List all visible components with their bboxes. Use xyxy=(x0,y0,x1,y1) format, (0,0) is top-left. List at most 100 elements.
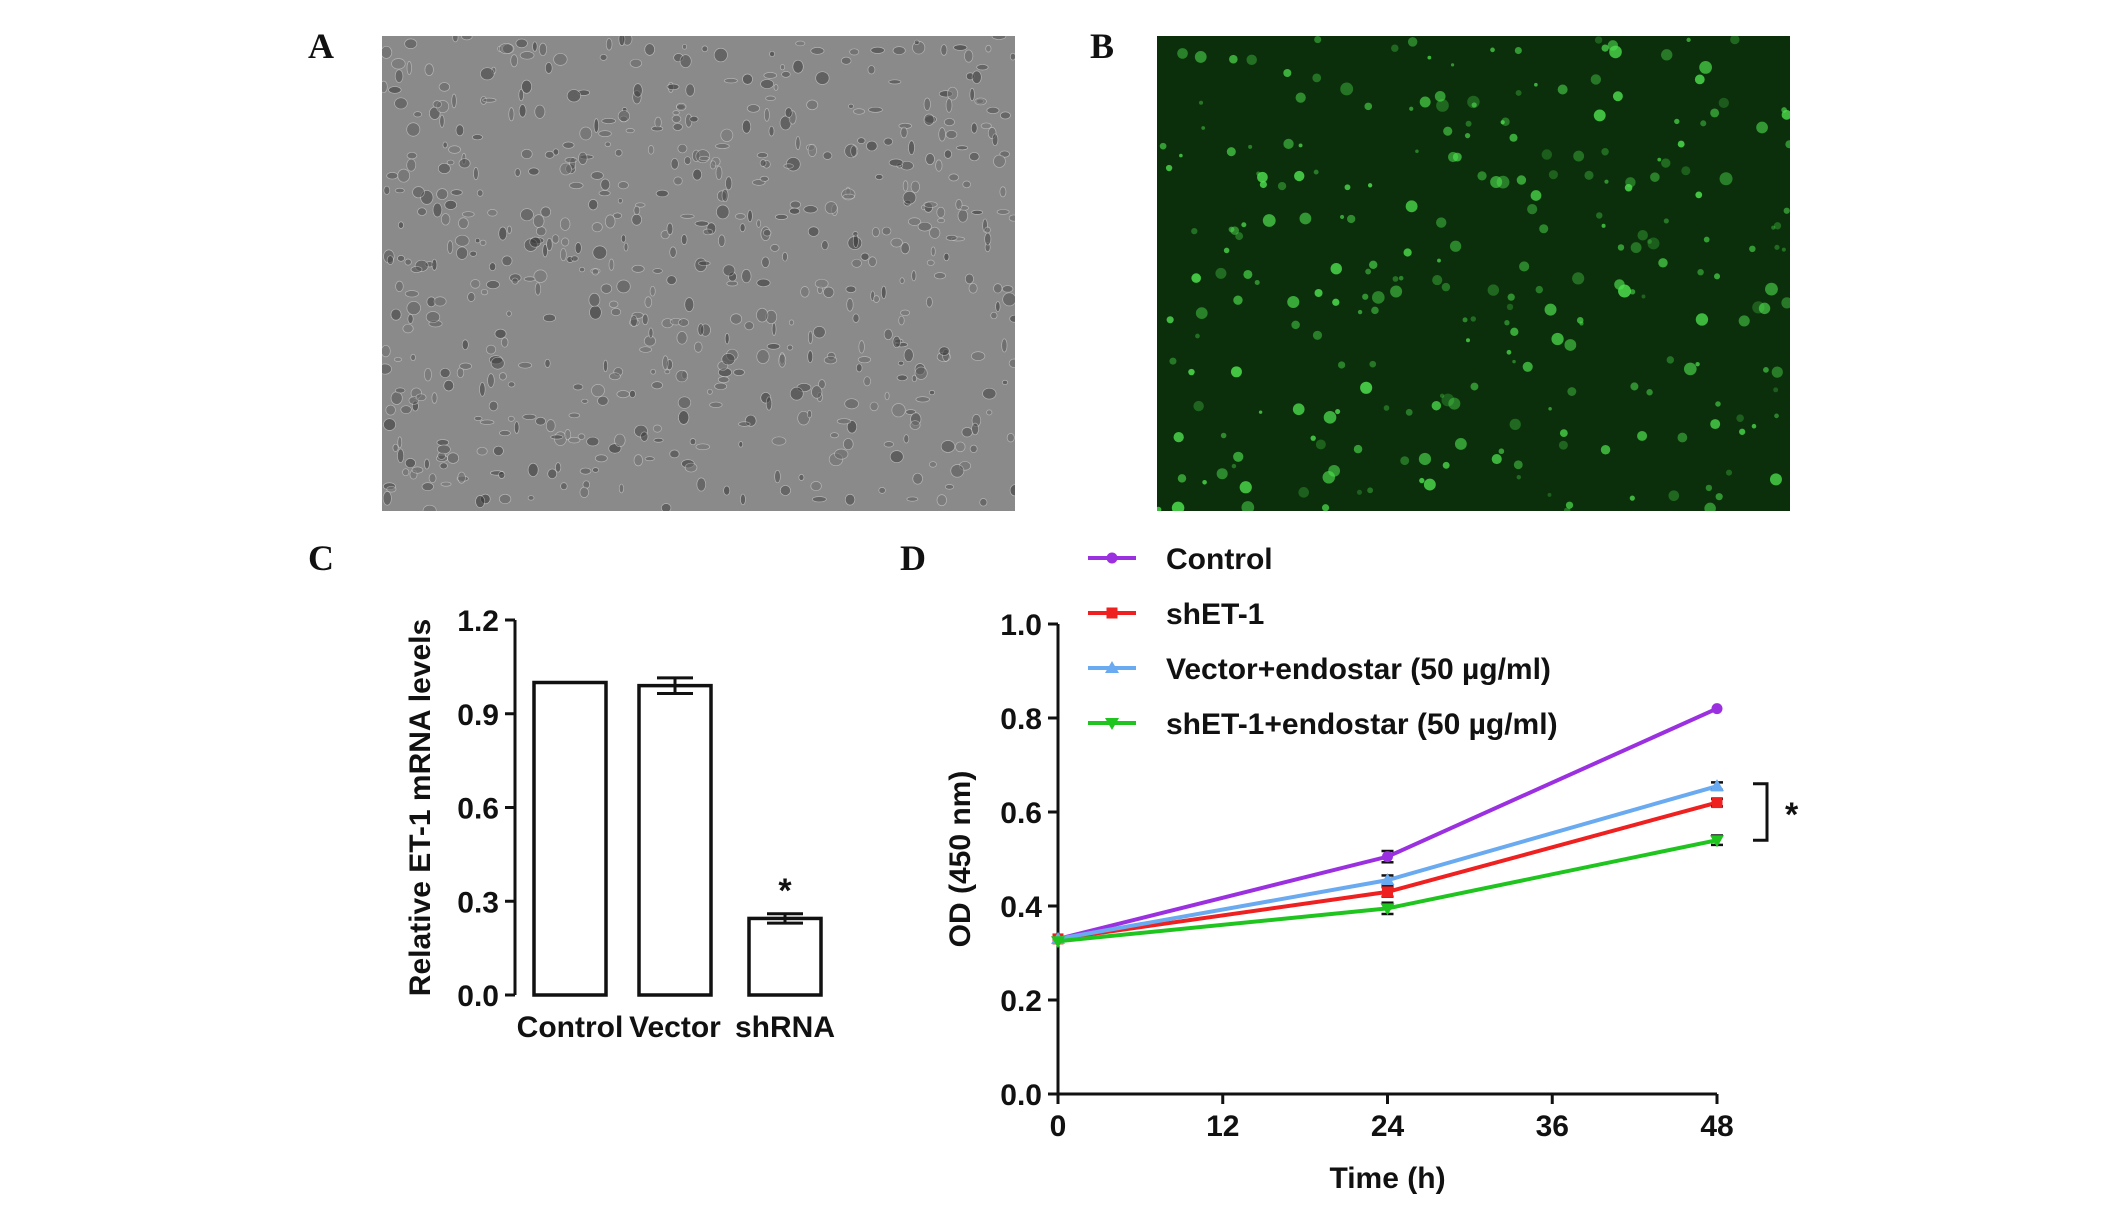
cell xyxy=(950,464,965,478)
cell xyxy=(515,38,528,49)
cell xyxy=(763,72,778,79)
cell xyxy=(928,390,935,396)
cell xyxy=(971,70,982,84)
cell xyxy=(903,434,910,444)
fluorescent-cell xyxy=(1725,469,1733,476)
fluorescent-cell xyxy=(1283,138,1294,150)
cell xyxy=(995,301,1001,312)
data-point xyxy=(1106,607,1118,619)
fluorescent-cell xyxy=(1601,148,1609,156)
cell xyxy=(936,206,946,218)
fluorescent-cell xyxy=(1248,144,1253,149)
cell xyxy=(447,240,454,254)
cell xyxy=(769,50,776,58)
fluorescent-cell xyxy=(1391,44,1399,52)
cell xyxy=(689,438,697,446)
fluorescent-cell xyxy=(1310,435,1316,441)
fluorescent-cell xyxy=(1774,413,1779,419)
cell xyxy=(953,44,968,51)
cell xyxy=(807,330,813,345)
fluorescent-cell xyxy=(1471,102,1477,108)
cell xyxy=(945,234,958,241)
cell xyxy=(666,83,680,91)
cell xyxy=(938,346,950,356)
cell xyxy=(900,309,911,316)
cell xyxy=(747,209,753,223)
cell xyxy=(406,301,421,315)
fluorescent-cell xyxy=(1287,295,1300,309)
cell xyxy=(740,493,746,506)
cell xyxy=(475,495,486,508)
fluorescent-cell xyxy=(1773,222,1782,230)
cell xyxy=(696,477,707,492)
cell xyxy=(721,353,736,366)
fluorescent-cell xyxy=(1719,172,1733,186)
cell xyxy=(681,234,688,246)
data-point xyxy=(1710,779,1724,792)
cell xyxy=(694,220,710,227)
cell xyxy=(625,128,635,134)
cell xyxy=(902,180,909,192)
cell xyxy=(581,398,589,404)
cell xyxy=(968,282,978,294)
x-tick-label: shRNA xyxy=(735,1011,835,1044)
fluorescent-cell xyxy=(1668,490,1680,502)
cell xyxy=(617,181,629,190)
cell xyxy=(692,168,703,181)
y-tick-label: 0.8 xyxy=(1000,703,1042,736)
cell xyxy=(701,45,709,53)
fluorescent-cell xyxy=(1547,492,1552,497)
y-tick-label: 0.0 xyxy=(457,980,499,1013)
fluorescent-cell xyxy=(1372,291,1385,304)
cell xyxy=(883,328,893,341)
cell xyxy=(896,374,908,382)
fluorescent-cell xyxy=(1548,170,1558,180)
cell xyxy=(722,264,736,277)
fluorescent-cell xyxy=(1231,463,1237,469)
cell xyxy=(382,491,392,506)
cell xyxy=(529,236,542,248)
fluorescent-cell xyxy=(1677,432,1688,443)
cell xyxy=(766,343,781,350)
fluorescent-cell xyxy=(1173,431,1184,443)
cell xyxy=(402,468,410,477)
cell xyxy=(390,391,403,405)
cell xyxy=(425,311,441,324)
fluorescent-cell xyxy=(1763,366,1769,373)
cell xyxy=(851,258,862,268)
cell xyxy=(458,158,471,169)
cell xyxy=(411,466,424,474)
cell xyxy=(746,104,761,113)
cell xyxy=(1002,379,1008,385)
cell xyxy=(971,209,983,215)
cell xyxy=(471,134,483,141)
cell xyxy=(393,357,403,362)
x-tick-label: 0 xyxy=(1050,1110,1067,1143)
cell xyxy=(680,213,695,219)
cell xyxy=(870,46,885,54)
fluorescent-cell xyxy=(1559,429,1568,438)
cell xyxy=(534,282,542,296)
cell xyxy=(878,487,886,494)
fluorescent-cell xyxy=(1177,48,1188,59)
fluorescent-cell xyxy=(1229,54,1238,64)
cell xyxy=(579,266,586,273)
cell xyxy=(923,97,931,111)
cell xyxy=(498,226,508,241)
fluorescent-cell xyxy=(1195,307,1208,320)
cell xyxy=(486,344,497,355)
cell xyxy=(868,256,877,268)
fluorescent-cell xyxy=(1202,479,1207,485)
data-point xyxy=(1380,903,1395,916)
fluorescent-cell xyxy=(1312,330,1323,340)
cell xyxy=(639,346,653,353)
x-tick-label: 12 xyxy=(1206,1110,1239,1143)
fluorescent-cell xyxy=(1695,313,1709,326)
cell xyxy=(614,433,626,448)
fluorescent-cell xyxy=(1661,49,1673,61)
cell xyxy=(498,430,511,437)
cell xyxy=(945,130,958,139)
fluorescent-cell xyxy=(1314,36,1322,44)
fluorescent-cell xyxy=(1601,223,1606,228)
cell xyxy=(591,222,603,233)
